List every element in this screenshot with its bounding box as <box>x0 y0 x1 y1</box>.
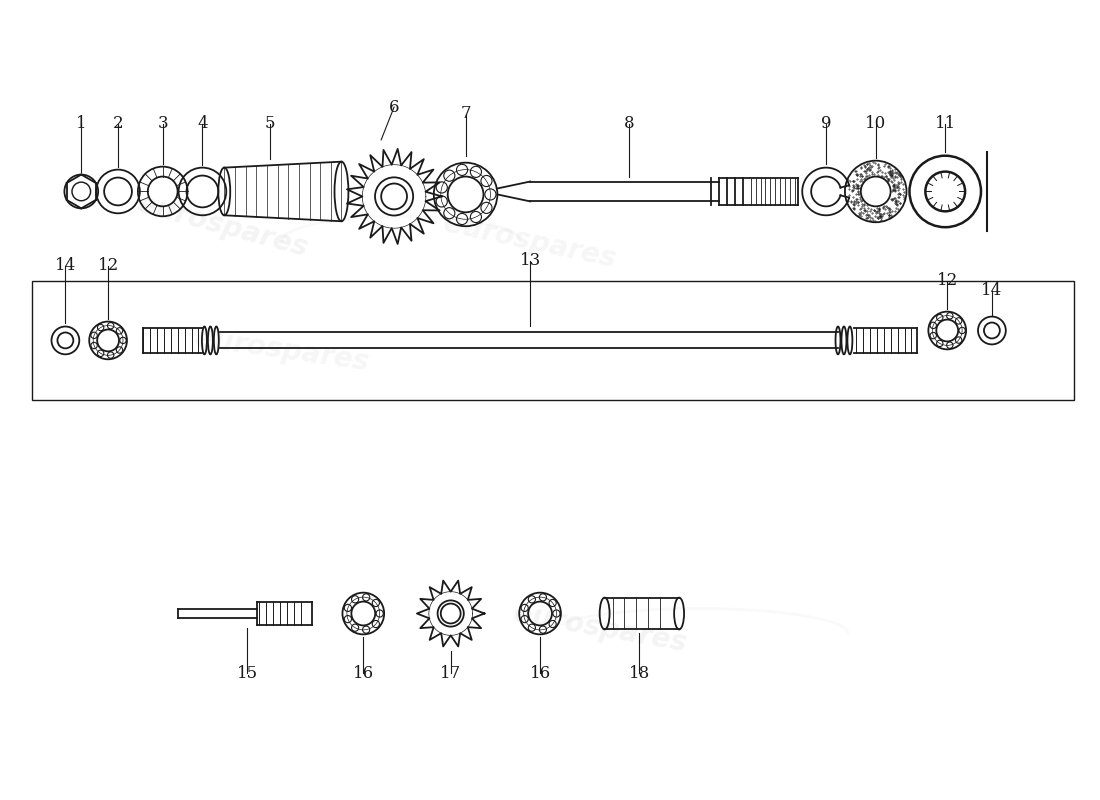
Text: 10: 10 <box>865 115 887 133</box>
Text: 8: 8 <box>624 115 635 133</box>
Text: 12: 12 <box>936 272 958 290</box>
Text: 14: 14 <box>981 282 1002 299</box>
Bar <box>32 281 1075 400</box>
Text: eurospares: eurospares <box>510 599 689 658</box>
Text: 13: 13 <box>519 253 541 270</box>
Text: 1: 1 <box>76 115 87 133</box>
Text: 5: 5 <box>265 115 275 133</box>
Text: 4: 4 <box>197 115 208 133</box>
Text: 15: 15 <box>236 665 257 682</box>
Text: 11: 11 <box>935 115 956 133</box>
Text: 16: 16 <box>529 665 551 682</box>
Text: eurospares: eurospares <box>134 190 310 262</box>
Text: 14: 14 <box>55 258 76 274</box>
Text: eurospares: eurospares <box>441 209 619 273</box>
Text: 2: 2 <box>112 115 123 133</box>
Text: 16: 16 <box>353 665 374 682</box>
Text: 3: 3 <box>157 115 168 133</box>
Text: 18: 18 <box>629 665 650 682</box>
Text: eurospares: eurospares <box>192 324 371 377</box>
Text: 17: 17 <box>440 665 461 682</box>
Text: 12: 12 <box>98 258 119 274</box>
Text: 7: 7 <box>460 106 471 122</box>
Text: 9: 9 <box>821 115 832 133</box>
Text: 6: 6 <box>388 98 399 115</box>
